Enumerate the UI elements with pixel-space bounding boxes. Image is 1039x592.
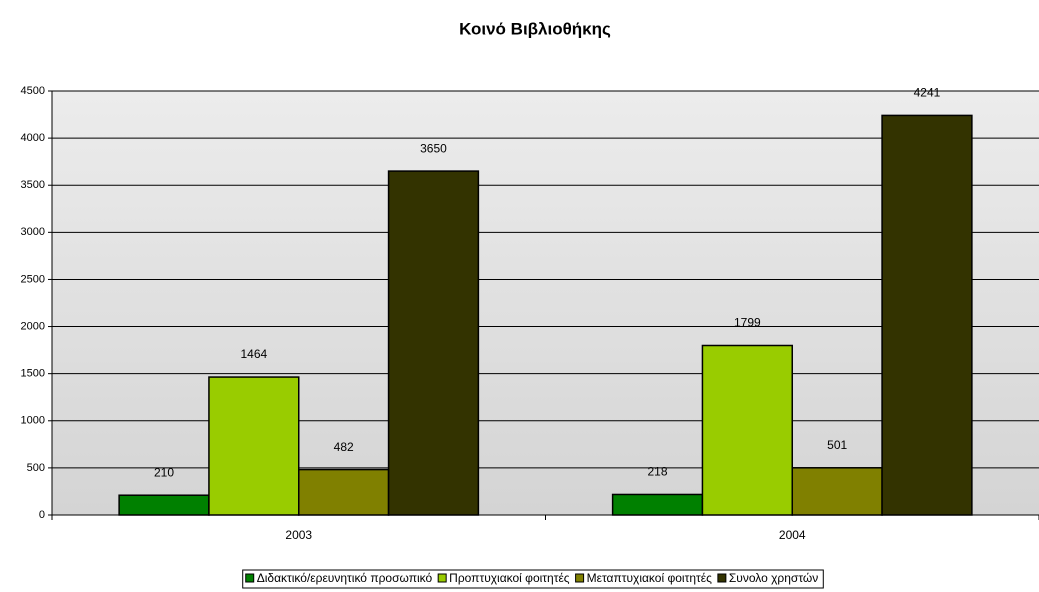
bar (387, 170, 480, 516)
bar (791, 467, 883, 516)
data-label: 4241 (914, 86, 941, 100)
chart-title: Κοινό Βιβλιοθήκης (459, 19, 611, 38)
y-tick-label: 4500 (21, 85, 45, 97)
bar (118, 494, 210, 516)
data-label: 1464 (240, 347, 267, 361)
bar (611, 493, 704, 516)
x-tick-label: 2003 (285, 528, 312, 542)
legend-label: Μεταπτυχιακοί φοιτητές (587, 571, 712, 585)
legend-label: Προπτυχιακοί φοιτητές (449, 571, 570, 585)
data-label: 3650 (420, 141, 447, 155)
y-tick-label: 3000 (21, 226, 45, 238)
y-tick-label: 1500 (21, 368, 45, 380)
data-label: 210 (154, 465, 174, 479)
bar (701, 344, 793, 516)
legend-label: Διδακτικό/ερευνητικό προσωπικό (257, 571, 433, 585)
y-tick-label: 2000 (21, 320, 45, 332)
legend-swatch (717, 573, 727, 583)
data-label: 1799 (734, 316, 761, 330)
y-tick-label: 2500 (21, 273, 45, 285)
y-tick-label: 0 (39, 509, 45, 521)
bar (881, 114, 973, 516)
bar (298, 468, 390, 516)
y-tick-label: 1000 (21, 415, 45, 427)
legend-swatch (245, 573, 255, 583)
bar (208, 376, 300, 516)
legend (242, 569, 824, 589)
y-tick-label: 4000 (21, 132, 45, 144)
data-label: 501 (827, 438, 847, 452)
legend-swatch (437, 573, 447, 583)
data-label: 482 (334, 440, 354, 454)
y-tick-label: 3500 (21, 179, 45, 191)
data-label: 218 (648, 465, 668, 479)
y-tick-label: 500 (27, 462, 45, 474)
legend-label: Συνολο χρηστών (729, 571, 818, 585)
x-tick-label: 2004 (779, 528, 806, 542)
legend-swatch (575, 573, 585, 583)
